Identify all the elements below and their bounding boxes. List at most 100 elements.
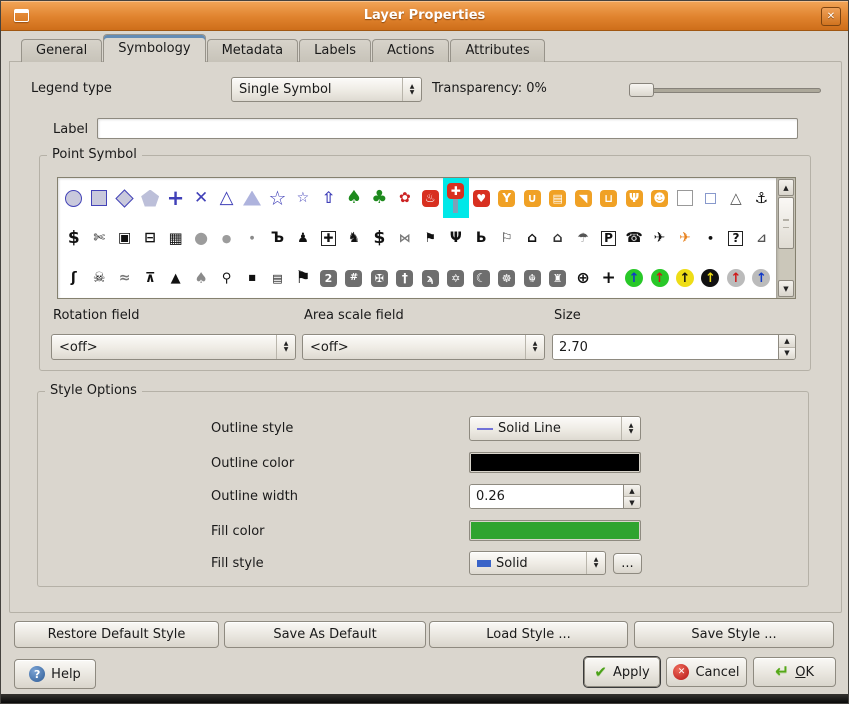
symbol-gray-circle-small[interactable]: ● <box>239 218 264 258</box>
symbol-people-ring[interactable]: ☸ <box>494 258 519 298</box>
area-scale-field-combo[interactable]: <off> ▲ ▼ <box>302 334 545 360</box>
symbol-airport-orange[interactable]: ✈ <box>672 218 697 258</box>
symbol-house-filled[interactable]: ⌂ <box>545 218 570 258</box>
tab-general[interactable]: General <box>21 39 103 62</box>
symbol-plus[interactable]: + <box>163 178 188 218</box>
symbol-open-triangle[interactable]: △ <box>214 178 239 218</box>
symbol-skull[interactable]: ☠ <box>86 258 111 298</box>
symbol-red-heart[interactable]: ♥ <box>469 178 494 218</box>
spin-down-icon[interactable]: ▼ <box>779 347 795 359</box>
symbol-fuel-pump[interactable]: Ь <box>469 218 494 258</box>
spin-down-icon[interactable]: ▼ <box>624 497 640 508</box>
symbol-deer[interactable]: ♞ <box>341 218 366 258</box>
symbol-cross[interactable]: ✕ <box>188 178 213 218</box>
symbol-gray-circle-large[interactable]: ● <box>188 218 213 258</box>
symbol-star-of-david[interactable]: ✡ <box>443 258 468 298</box>
symbol-pub[interactable]: ⊔ <box>596 178 621 218</box>
symbol-arrow-up[interactable]: ⇧ <box>316 178 341 218</box>
symbol-bank[interactable]: $ <box>367 218 392 258</box>
symbol-khanda[interactable]: ☬ <box>519 258 544 298</box>
symbol-gray-tree[interactable]: ♠ <box>188 258 213 298</box>
symbol-car[interactable]: ⊟ <box>137 218 162 258</box>
help-button[interactable]: ? Help <box>14 659 96 689</box>
titlebar[interactable]: Layer Properties ✕ <box>1 1 848 31</box>
restore-default-style-button[interactable]: Restore Default Style <box>14 621 219 648</box>
symbol-swimmer[interactable]: ≈ <box>112 258 137 298</box>
symbol-tv-camera[interactable]: ▤ <box>265 258 290 298</box>
symbol-arrow-red-gray[interactable]: ↑ <box>723 258 748 298</box>
tab-actions[interactable]: Actions <box>371 39 450 62</box>
symbol-restaurant[interactable]: Ψ <box>621 178 646 218</box>
symbol-pentagon[interactable] <box>137 178 162 218</box>
symbol-small-dot[interactable]: • <box>698 218 723 258</box>
symbol-first-aid[interactable]: ✚ <box>316 218 341 258</box>
symbol-gun[interactable]: ✄ <box>86 218 111 258</box>
symbol-flag[interactable]: ⚑ <box>418 218 443 258</box>
label-input[interactable] <box>97 118 798 139</box>
symbol-round-tree[interactable]: ♣ <box>367 178 392 218</box>
symbol-rosette[interactable]: ✠ <box>367 258 392 298</box>
symbol-thin-triangle[interactable]: △ <box>723 178 748 218</box>
tab-labels[interactable]: Labels <box>299 39 371 62</box>
symbol-white-square[interactable] <box>672 178 697 218</box>
symbol-unknown[interactable]: ? <box>723 218 748 258</box>
outline-width-spinbox[interactable]: 0.26 ▲ ▼ <box>469 484 641 509</box>
save-as-default-button[interactable]: Save As Default <box>224 621 426 648</box>
symbol-arrow-blue-green[interactable]: ↑ <box>621 258 646 298</box>
symbol-filled-triangle[interactable] <box>239 178 264 218</box>
symbol-crescent[interactable]: ☾ <box>469 258 494 298</box>
symbol-anchor[interactable]: ⚓ <box>749 178 774 218</box>
symbol-pizzeria[interactable]: ◥ <box>570 178 595 218</box>
symbol-cinema[interactable]: ▤ <box>545 178 570 218</box>
symbol-christian-cross[interactable]: † <box>392 258 417 298</box>
symbol-list[interactable]: + ✕ △ ☆ ☆ ⇧ ♠ ♣ ✿ ♨ ✚ ♥ Y ∪ ▤ ◥ ⊔ Ψ ☻ △ ⚓ $ ✄ ▣ ⊟ ▦ ● ● ● Ъ ♟ ✚ ♞ $ ⋈ ⚑ Ψ Ь ⚐ ⌂… <box>57 177 796 299</box>
scroll-up-icon[interactable]: ▲ <box>778 179 794 196</box>
symbol-conifer-tree[interactable]: ♠ <box>341 178 366 218</box>
symbol-museum[interactable]: ♜ <box>545 258 570 298</box>
tab-symbology[interactable]: Symbology <box>103 34 206 62</box>
scrollbar-thumb[interactable] <box>778 197 794 249</box>
symbol-parking[interactable]: P <box>596 218 621 258</box>
cancel-button[interactable]: ✕ Cancel <box>666 657 747 687</box>
rotation-field-combo[interactable]: <off> ▲ ▼ <box>51 334 296 360</box>
symbol-dollar[interactable]: $ <box>61 218 86 258</box>
symbol-satellite-dish[interactable]: ⊿ <box>749 218 774 258</box>
symbol-house-outline[interactable]: ⌂ <box>519 218 544 258</box>
symbol-arrow-yellow-black[interactable]: ↑ <box>698 258 723 298</box>
symbol-balloon[interactable]: ☂ <box>570 218 595 258</box>
symbol-fish[interactable]: ⋈ <box>392 218 417 258</box>
symbol-big-flag[interactable]: ⚑ <box>290 258 315 298</box>
symbol-cafe[interactable]: ∪ <box>519 178 544 218</box>
symbol-building[interactable]: ▦ <box>163 218 188 258</box>
tab-metadata[interactable]: Metadata <box>206 39 299 62</box>
ok-button[interactable]: ↵ OK <box>753 657 836 687</box>
scroll-down-icon[interactable]: ▼ <box>778 280 794 297</box>
symbol-gray-circle-medium[interactable]: ● <box>214 218 239 258</box>
symbol-star-large[interactable]: ☆ <box>265 178 290 218</box>
symbol-bar[interactable]: Y <box>494 178 519 218</box>
symbol-black-square[interactable]: ■ <box>239 258 264 298</box>
symbol-arrow-black-yellow[interactable]: ↑ <box>672 258 697 298</box>
symbol-star-small[interactable]: ☆ <box>290 178 315 218</box>
symbol-counting[interactable]: # <box>341 258 366 298</box>
fill-style-combo[interactable]: Solid ▲ ▼ <box>469 551 606 575</box>
symbol-restaurant-dark[interactable]: Ψ <box>443 218 468 258</box>
symbol-north-arrow[interactable]: + <box>596 258 621 298</box>
symbol-circle[interactable] <box>61 178 86 218</box>
symbol-flower[interactable]: ✿ <box>392 178 417 218</box>
symbol-om[interactable]: ϡ <box>418 258 443 298</box>
symbol-arrow-blue-gray[interactable]: ↑ <box>749 258 774 298</box>
symbol-square[interactable] <box>86 178 111 218</box>
fill-style-more-button[interactable]: ... <box>613 553 642 574</box>
symbol-fire[interactable]: ♨ <box>418 178 443 218</box>
symbol-people[interactable]: ♟ <box>290 218 315 258</box>
symbol-fuel[interactable]: Ъ <box>265 218 290 258</box>
symbol-tepee[interactable]: ▲ <box>163 258 188 298</box>
symbol-scrollbar[interactable]: ▲ ▼ <box>776 178 795 298</box>
symbol-arrow-red-green[interactable]: ↑ <box>647 258 672 298</box>
apply-button[interactable]: ✔ Apply <box>584 657 660 687</box>
symbol-hospital-selected[interactable]: ✚ <box>443 178 469 218</box>
symbol-telephone[interactable]: ☎ <box>621 218 646 258</box>
outline-style-combo[interactable]: Solid Line ▲ ▼ <box>469 416 641 441</box>
symbol-diamond[interactable] <box>112 178 137 218</box>
